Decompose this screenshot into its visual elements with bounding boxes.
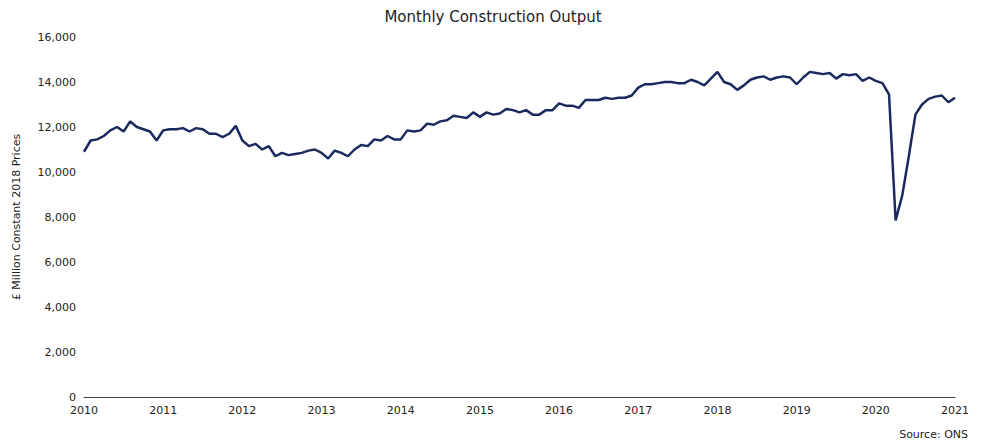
svg-text:Monthly Construction Output: Monthly Construction Output: [384, 8, 601, 26]
svg-text:2016: 2016: [545, 404, 573, 417]
svg-text:2015: 2015: [466, 404, 494, 417]
svg-text:14,000: 14,000: [38, 76, 77, 89]
svg-text:2012: 2012: [228, 404, 256, 417]
svg-text:2011: 2011: [149, 404, 177, 417]
svg-text:6,000: 6,000: [45, 256, 77, 269]
svg-text:12,000: 12,000: [38, 121, 77, 134]
svg-text:2017: 2017: [624, 404, 652, 417]
svg-text:10,000: 10,000: [38, 166, 77, 179]
svg-text:4,000: 4,000: [45, 301, 77, 314]
svg-text:0: 0: [69, 391, 76, 404]
svg-text:2019: 2019: [783, 404, 811, 417]
svg-text:2010: 2010: [70, 404, 98, 417]
svg-text:£ Million Constant 2018 Prices: £ Million Constant 2018 Prices: [10, 134, 23, 301]
svg-text:2018: 2018: [703, 404, 731, 417]
svg-text:8,000: 8,000: [45, 211, 77, 224]
svg-text:2,000: 2,000: [45, 346, 77, 359]
svg-text:2021: 2021: [941, 404, 969, 417]
svg-text:Source: ONS: Source: ONS: [899, 428, 968, 441]
svg-text:2013: 2013: [308, 404, 336, 417]
svg-text:2014: 2014: [387, 404, 415, 417]
svg-text:16,000: 16,000: [38, 31, 77, 44]
svg-text:2020: 2020: [862, 404, 890, 417]
